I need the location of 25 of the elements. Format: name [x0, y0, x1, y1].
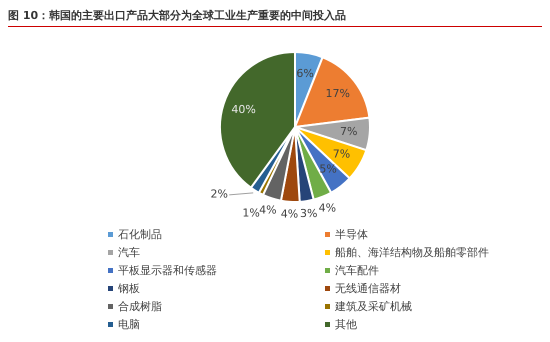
data-label: 6% [296, 66, 314, 80]
data-label: 4% [280, 208, 298, 221]
legend-label: 建筑及采矿机械 [335, 299, 412, 314]
legend-label: 电脑 [118, 317, 140, 332]
data-label: 5% [319, 162, 337, 176]
data-label: 40% [231, 103, 256, 116]
data-label: 7% [340, 124, 358, 138]
legend-label: 钢板 [118, 281, 140, 296]
data-label: 2% [210, 188, 228, 201]
legend-label: 石化制品 [118, 227, 162, 242]
legend-label: 合成树脂 [118, 299, 162, 314]
data-label: 4% [318, 202, 336, 215]
legend-label: 汽车 [118, 245, 140, 260]
legend-label: 船舶、海洋结构物及船舶零部件 [335, 245, 489, 260]
legend-label: 汽车配件 [335, 263, 379, 278]
data-label: 4% [259, 204, 277, 217]
legend-label: 半导体 [335, 227, 368, 242]
data-label: 7% [332, 147, 350, 160]
data-label: 17% [325, 86, 350, 100]
chart-title: 图 10：韩国的主要出口产品大部分为全球工业生产重要的中间投入品 [8, 8, 542, 27]
legend-label: 其他 [335, 317, 357, 332]
data-label: 3% [300, 206, 318, 220]
legend-label: 无线通信器材 [335, 281, 401, 296]
legend-label: 平板显示器和传感器 [118, 263, 217, 278]
data-label: 1% [242, 206, 260, 220]
